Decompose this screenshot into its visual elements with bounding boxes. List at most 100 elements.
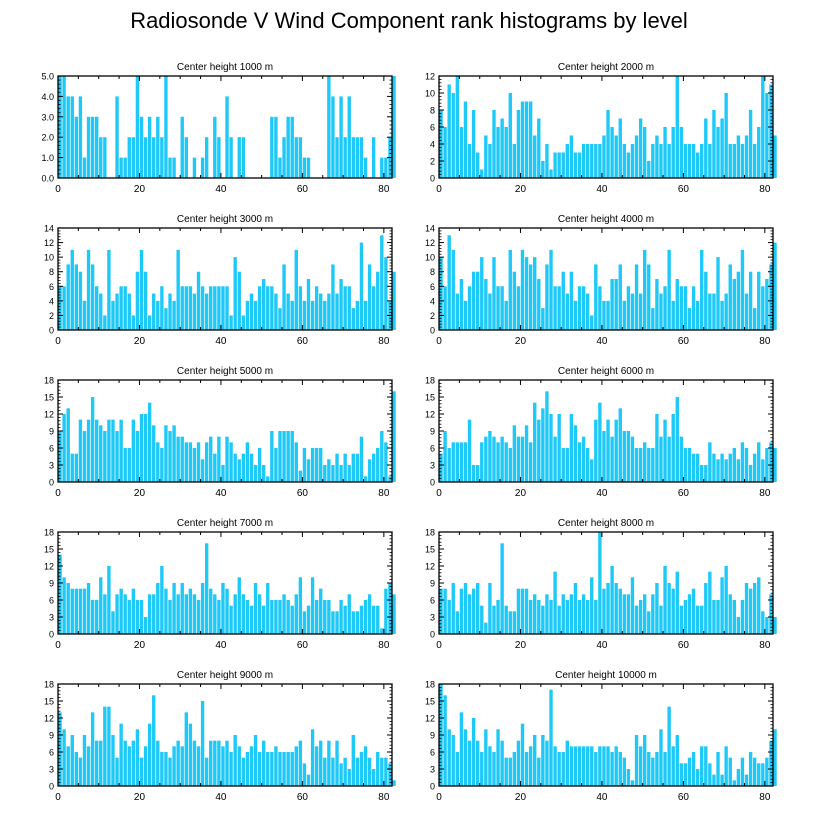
histogram-bar (553, 286, 557, 330)
histogram-bar (459, 588, 464, 634)
histogram-bar (180, 436, 184, 482)
histogram-bar (720, 118, 724, 178)
y-tick-label: 3 (49, 461, 54, 471)
histogram-bar (314, 286, 319, 330)
histogram-bar (262, 740, 266, 786)
histogram-bar (614, 135, 618, 178)
histogram-bar (156, 300, 160, 330)
histogram-bar (471, 110, 476, 178)
histogram-bar (184, 712, 188, 786)
histogram-bar (610, 127, 614, 178)
histogram-bar (363, 746, 368, 786)
histogram-bar (286, 116, 290, 178)
histogram-bar (74, 264, 79, 330)
histogram-bar (720, 774, 724, 786)
histogram-bar (663, 127, 667, 178)
histogram-bar (339, 96, 343, 178)
y-tick-label: 9 (49, 731, 54, 741)
histogram-bar (225, 436, 229, 482)
histogram-bar (302, 157, 307, 178)
histogram-bar (667, 249, 671, 330)
histogram-bar (184, 137, 188, 178)
histogram-bar (761, 763, 765, 786)
histogram-bar (196, 746, 201, 786)
histogram-bar (488, 293, 492, 330)
histogram-bar (331, 757, 335, 786)
y-tick-label: 3 (430, 461, 435, 471)
histogram-bar (480, 605, 484, 634)
histogram-bar (520, 249, 525, 330)
histogram-bar (732, 780, 736, 786)
histogram-bar (127, 600, 131, 634)
histogram-bar (496, 127, 500, 178)
histogram-bar (643, 735, 647, 786)
histogram-bar (659, 605, 663, 634)
histogram-bar (728, 453, 732, 482)
histogram-bar (147, 116, 152, 178)
histogram-bar (343, 757, 347, 786)
histogram-bar (95, 419, 99, 482)
histogram-bar (545, 740, 549, 786)
histogram-bar (655, 583, 659, 634)
histogram-bar (237, 577, 241, 634)
histogram-bar (70, 96, 74, 178)
histogram-bar (99, 740, 103, 786)
histogram-bar (663, 566, 667, 634)
histogram-bar (622, 757, 627, 786)
y-tick-label: 12 (425, 410, 435, 420)
histogram-bar (728, 594, 732, 634)
histogram-bar (286, 600, 290, 634)
histogram-bar (188, 286, 193, 330)
histogram-bar (371, 453, 376, 482)
histogram-bar (630, 780, 635, 786)
histogram-bar (508, 93, 512, 178)
histogram-bar (638, 118, 643, 178)
histogram-bar (58, 712, 62, 786)
histogram-bar (553, 571, 557, 634)
histogram-bar (164, 76, 168, 178)
histogram-bar (537, 118, 541, 178)
histogram-bar (152, 293, 156, 330)
histogram-bar (139, 249, 144, 330)
histogram-bar (549, 249, 553, 330)
histogram-bar (577, 442, 582, 482)
y-tick-label: 6 (49, 282, 54, 292)
histogram-bar (339, 465, 343, 482)
y-tick-label: 12 (425, 238, 435, 248)
y-tick-label: 8 (49, 267, 54, 277)
histogram-bar (257, 752, 262, 786)
histogram-bar (323, 300, 327, 330)
histogram-bar (380, 757, 384, 786)
histogram-bar (351, 308, 355, 330)
y-tick-label: 0 (430, 174, 435, 184)
histogram-bar (488, 144, 492, 178)
histogram-bar (302, 448, 307, 482)
x-tick-label: 20 (515, 184, 527, 195)
y-tick-label: 0.0 (41, 174, 54, 184)
histogram-bar (626, 769, 631, 786)
histogram-bar (504, 605, 508, 634)
histogram-bar (704, 271, 708, 330)
histogram-bar (602, 588, 606, 634)
histogram-bar (748, 271, 753, 330)
histogram-bar (476, 271, 480, 330)
x-tick-label: 20 (515, 336, 527, 347)
histogram-bar (687, 448, 692, 482)
histogram-bar (204, 543, 209, 634)
histogram-bar (180, 746, 184, 786)
histogram-bar (217, 600, 221, 634)
histogram-bar (90, 712, 95, 786)
histogram-bar (58, 431, 62, 482)
histogram-bar (659, 729, 663, 786)
histogram-bar (123, 157, 127, 178)
histogram-bar (217, 436, 221, 482)
histogram-bar (581, 144, 586, 178)
histogram-bar (663, 752, 667, 786)
histogram-bar (520, 436, 525, 482)
histogram-bar (537, 757, 541, 786)
histogram-bar (455, 293, 460, 330)
histogram-bar (590, 577, 594, 634)
histogram-bar (294, 594, 298, 634)
histogram-bar (618, 752, 622, 786)
histogram-bar (290, 431, 294, 482)
